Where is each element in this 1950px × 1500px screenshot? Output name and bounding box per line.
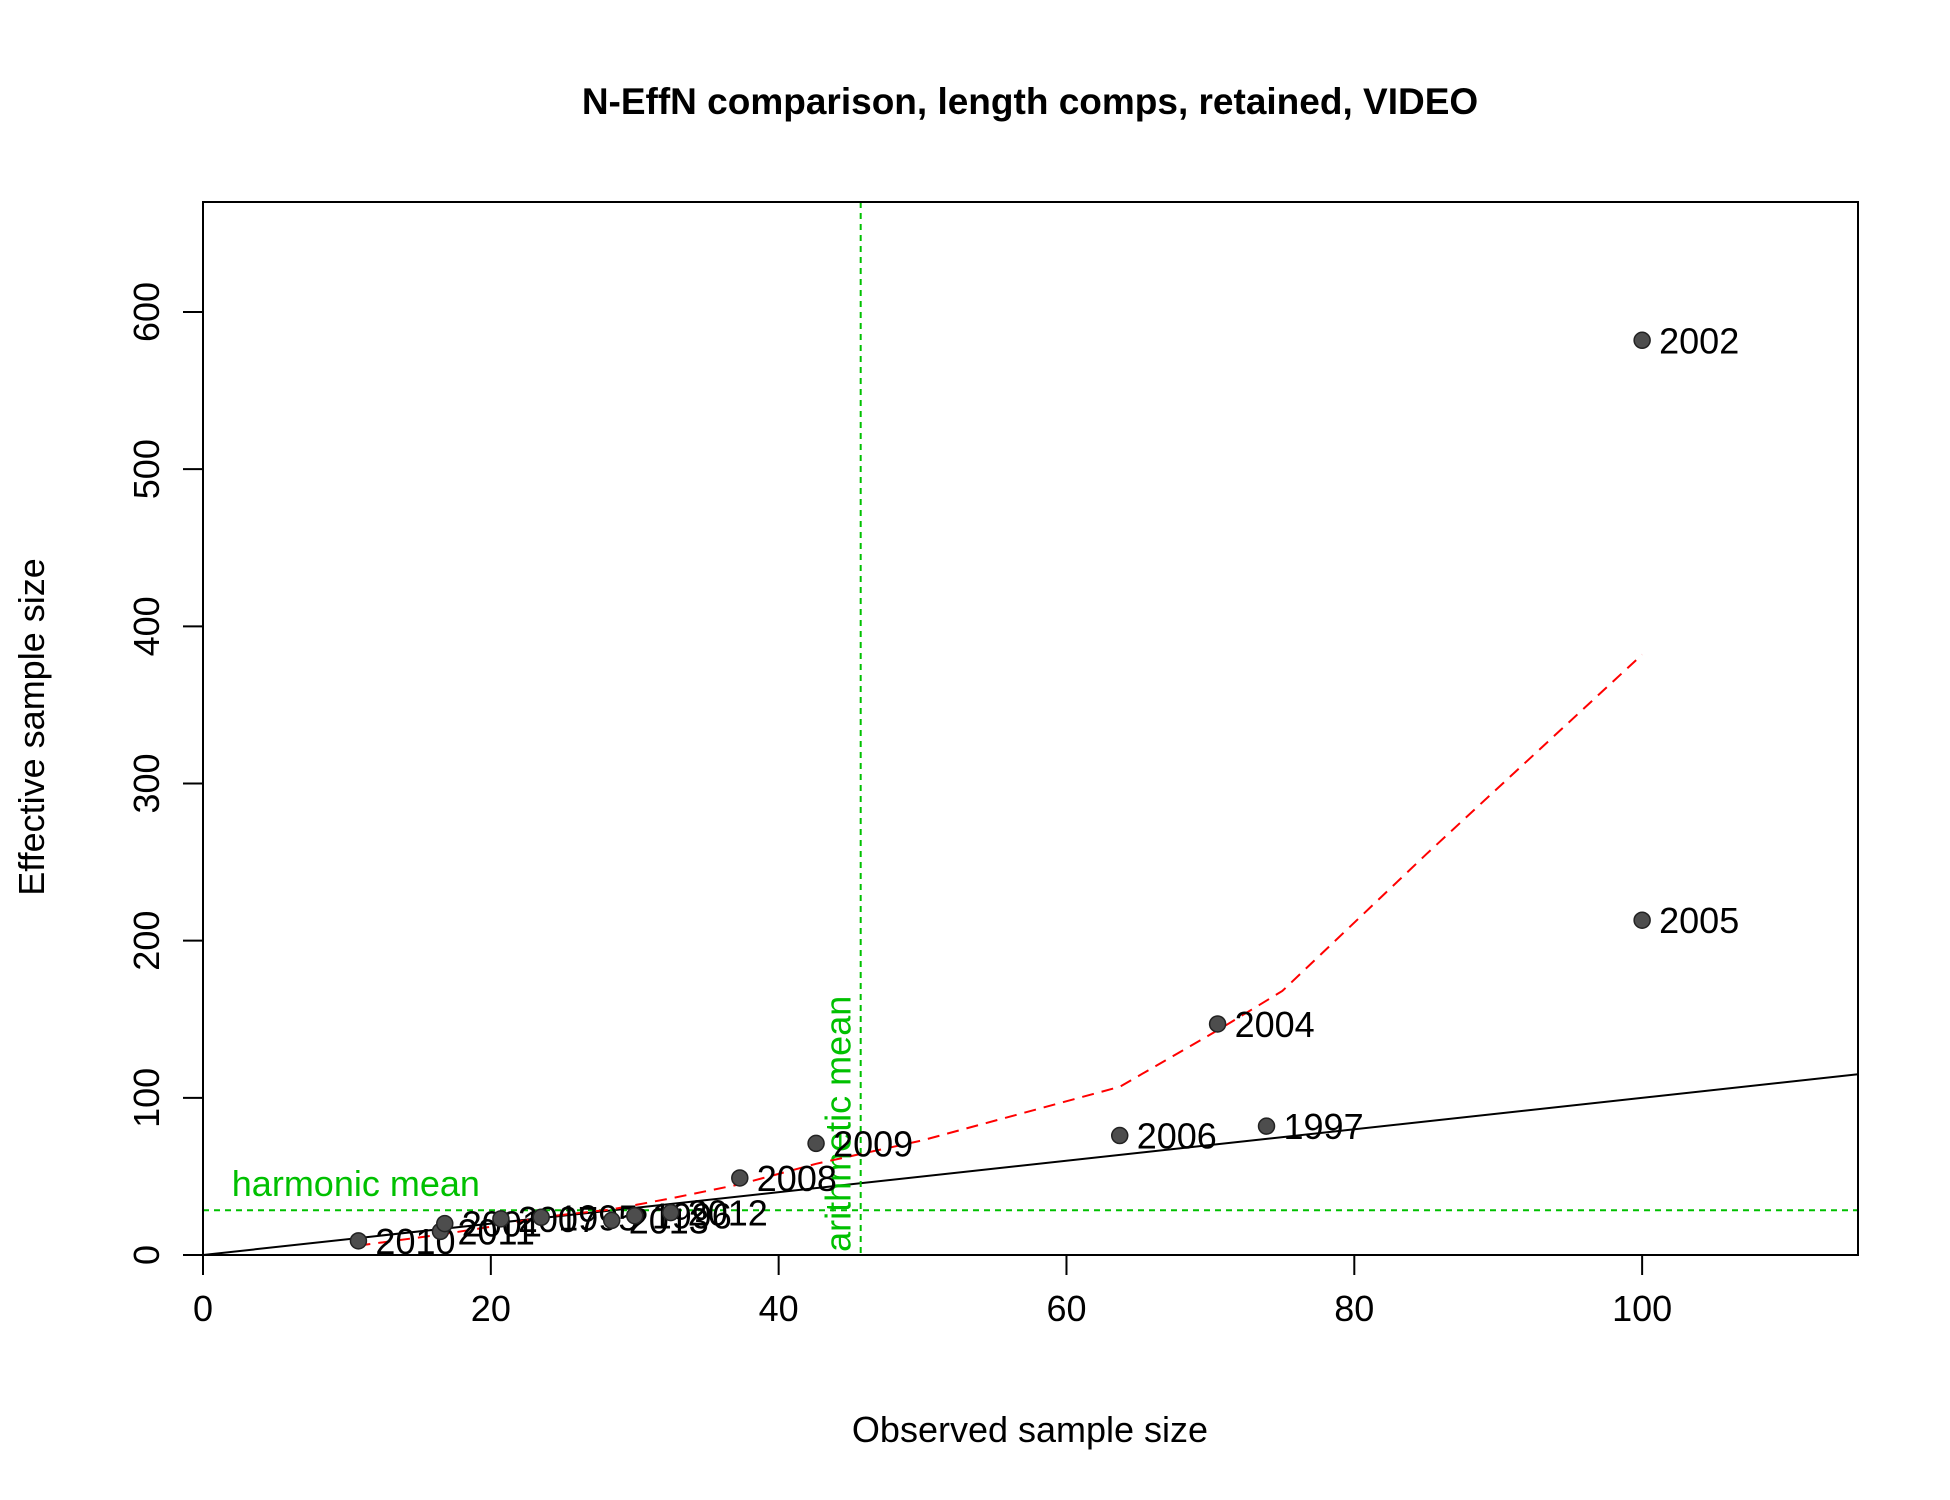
point-label: 1997 <box>1284 1106 1364 1147</box>
data-point <box>436 1214 454 1233</box>
y-tick-label: 0 <box>126 1245 167 1265</box>
plot-frame <box>202 201 1859 1256</box>
data-point <box>492 1210 510 1228</box>
x-tick-label: 60 <box>1046 1288 1086 1329</box>
harmonic-mean-label: harmonic mean <box>232 1163 480 1204</box>
point-label: 2008 <box>757 1158 837 1199</box>
point-label: 2002 <box>1659 320 1739 361</box>
data-point <box>349 1232 368 1250</box>
loess-line <box>358 653 1643 1247</box>
x-tick-label: 100 <box>1612 1288 1672 1329</box>
data-point <box>602 1211 621 1230</box>
chart-title: N-EffN comparison, length comps, retaine… <box>582 81 1478 122</box>
point-label: 2004 <box>1235 1004 1315 1045</box>
y-tick-label: 400 <box>126 596 167 656</box>
x-tick-label: 40 <box>759 1288 799 1329</box>
axes: 0 20 40 60 80 100 0 100 200 300 400 500 600 <box>126 201 1859 1329</box>
y-tick-label: 100 <box>126 1068 167 1128</box>
data-point <box>1110 1126 1129 1145</box>
data-point <box>1208 1015 1227 1033</box>
point-label: 2005 <box>1659 900 1739 941</box>
data-point <box>532 1208 550 1227</box>
data-point <box>1257 1117 1276 1135</box>
y-tick-label: 500 <box>126 439 167 499</box>
point-label: 2009 <box>833 1123 913 1164</box>
x-axis-label: Observed sample size <box>852 1409 1208 1450</box>
data-point <box>661 1203 680 1222</box>
x-tick-label: 80 <box>1334 1288 1374 1329</box>
data-point <box>731 1169 749 1187</box>
arithmetic-mean-label: arithmetic mean <box>818 996 859 1252</box>
data-point <box>1633 331 1651 350</box>
data-point <box>1633 911 1651 929</box>
data-point <box>807 1134 825 1153</box>
y-tick-label: 300 <box>126 753 167 813</box>
data-point <box>625 1206 644 1225</box>
one-to-one-line <box>203 1073 1858 1255</box>
point-label: 1995 <box>558 1197 638 1238</box>
y-tick-label: 200 <box>126 911 167 971</box>
x-tick-label: 0 <box>193 1288 213 1329</box>
point-label: 2006 <box>1137 1116 1217 1157</box>
point-label: 2012 <box>688 1193 768 1234</box>
y-axis-label: Effective sample size <box>11 558 52 895</box>
y-tick-label: 600 <box>126 282 167 342</box>
point-label: 2007 <box>518 1199 598 1240</box>
x-tick-label: 20 <box>471 1288 511 1329</box>
